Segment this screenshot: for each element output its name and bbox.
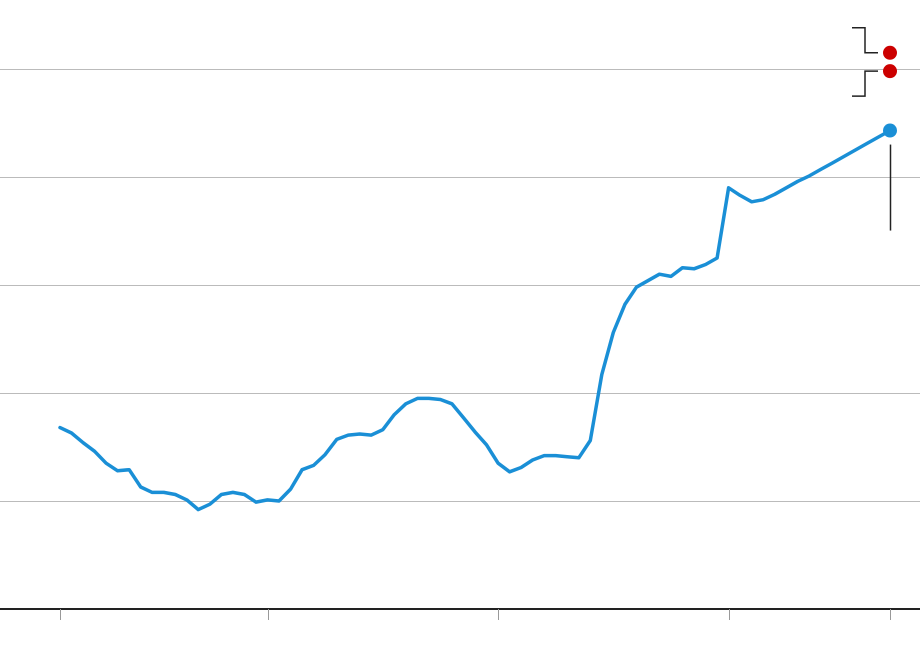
bracket-upper [852, 27, 878, 54]
annotations [852, 27, 892, 231]
gridlines [0, 69, 920, 502]
series-line [58, 128, 892, 512]
series-end-point [883, 123, 897, 138]
highlight-point [883, 64, 897, 79]
series-layer [58, 128, 892, 512]
highlight-point [883, 45, 897, 60]
bracket-lower [852, 70, 878, 97]
end-points [883, 45, 897, 138]
x-axis [0, 608, 920, 620]
